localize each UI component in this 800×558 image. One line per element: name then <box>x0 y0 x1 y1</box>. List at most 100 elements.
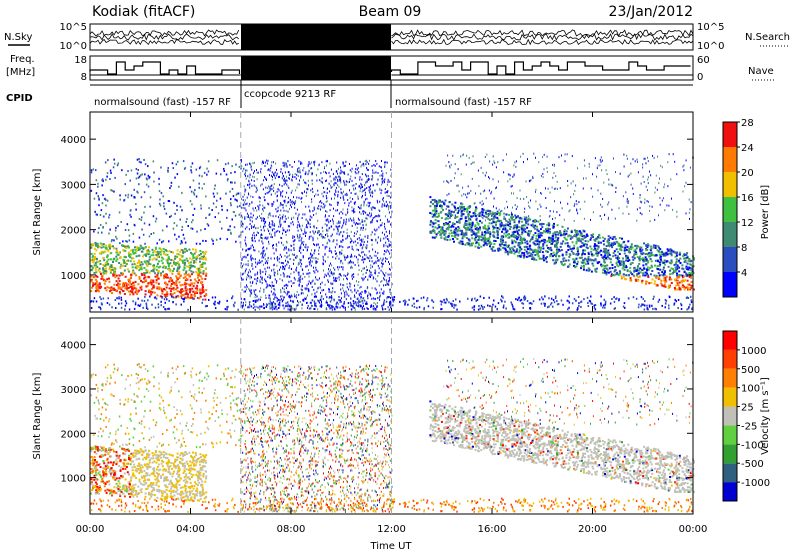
data-cell <box>200 229 202 232</box>
data-cell <box>245 209 247 212</box>
data-cell <box>625 259 628 262</box>
data-cell <box>357 217 359 220</box>
data-cell <box>614 268 617 271</box>
data-cell <box>435 207 437 210</box>
data-cell <box>242 170 244 173</box>
data-cell <box>190 171 193 174</box>
data-cell <box>102 245 105 248</box>
data-cell <box>336 279 337 282</box>
data-cell <box>167 265 170 268</box>
data-cell <box>120 288 123 291</box>
data-cell <box>339 172 341 175</box>
data-cell <box>346 256 348 259</box>
data-cell <box>158 202 161 205</box>
data-cell <box>285 231 286 233</box>
data-cell <box>509 225 512 228</box>
data-cell <box>287 275 289 278</box>
data-cell <box>152 215 155 218</box>
data-cell <box>370 194 371 197</box>
data-cell <box>325 293 327 296</box>
data-cell <box>229 225 231 228</box>
data-cell <box>156 286 159 289</box>
data-cell <box>219 237 222 240</box>
data-cell <box>262 188 264 191</box>
data-cell <box>365 289 366 292</box>
data-cell <box>686 252 689 254</box>
data-cell <box>260 217 262 219</box>
data-cell <box>328 182 330 185</box>
data-cell <box>138 236 141 239</box>
data-cell <box>612 244 615 246</box>
data-cell <box>157 272 160 275</box>
data-cell <box>598 261 601 264</box>
data-cell <box>94 266 97 269</box>
data-cell <box>321 201 323 204</box>
data-cell <box>264 165 266 167</box>
data-cell <box>491 225 494 228</box>
data-cell <box>346 292 348 295</box>
data-cell <box>668 252 671 255</box>
data-cell <box>163 295 166 298</box>
data-cell <box>194 261 197 264</box>
data-cell <box>364 291 366 294</box>
data-cell <box>364 160 366 163</box>
data-cell <box>278 241 280 244</box>
data-cell <box>565 230 568 233</box>
data-cell <box>666 248 669 251</box>
data-cell <box>617 242 620 245</box>
data-cell <box>613 235 616 238</box>
data-cell <box>172 251 174 254</box>
data-cell <box>563 236 566 239</box>
data-cell <box>140 250 143 253</box>
data-cell <box>283 290 285 293</box>
data-cell <box>143 277 145 280</box>
data-cell <box>157 252 160 255</box>
data-cell <box>364 290 366 293</box>
data-cell <box>178 185 180 188</box>
data-cell <box>253 225 255 228</box>
data-cell <box>296 233 298 236</box>
data-cell <box>188 264 191 267</box>
data-cell <box>287 255 289 258</box>
data-cell <box>116 237 118 240</box>
data-cell <box>662 253 665 256</box>
data-cell <box>181 229 183 231</box>
data-cell <box>245 290 246 293</box>
data-cell <box>278 261 280 264</box>
data-cell <box>95 245 98 248</box>
data-cell <box>313 308 315 310</box>
data-cell <box>282 244 284 246</box>
data-cell <box>251 168 253 171</box>
data-cell <box>646 280 649 283</box>
data-cell <box>678 270 681 273</box>
data-cell <box>504 227 507 230</box>
data-cell <box>293 271 295 274</box>
data-cell <box>170 181 173 184</box>
data-cell <box>532 251 535 254</box>
data-cell <box>208 213 210 216</box>
data-cell <box>143 281 146 284</box>
data-cell <box>189 291 191 294</box>
data-cell <box>202 256 204 258</box>
data-cell <box>262 247 264 250</box>
data-cell <box>625 248 628 251</box>
data-cell <box>385 236 387 239</box>
data-cell <box>92 168 95 171</box>
data-cell <box>565 251 568 254</box>
data-cell <box>373 302 375 304</box>
data-cell <box>273 257 275 260</box>
data-cell <box>381 170 383 172</box>
data-cell <box>102 194 104 197</box>
data-cell <box>105 272 108 275</box>
data-cell <box>351 266 353 269</box>
data-cell <box>350 192 352 194</box>
data-cell <box>381 222 383 225</box>
data-cell <box>320 172 322 175</box>
data-cell <box>248 287 250 290</box>
data-cell <box>252 239 254 242</box>
data-cell <box>629 270 632 273</box>
data-cell <box>351 209 353 212</box>
data-cell <box>164 288 167 291</box>
data-cell <box>369 186 371 189</box>
data-cell <box>604 254 607 257</box>
